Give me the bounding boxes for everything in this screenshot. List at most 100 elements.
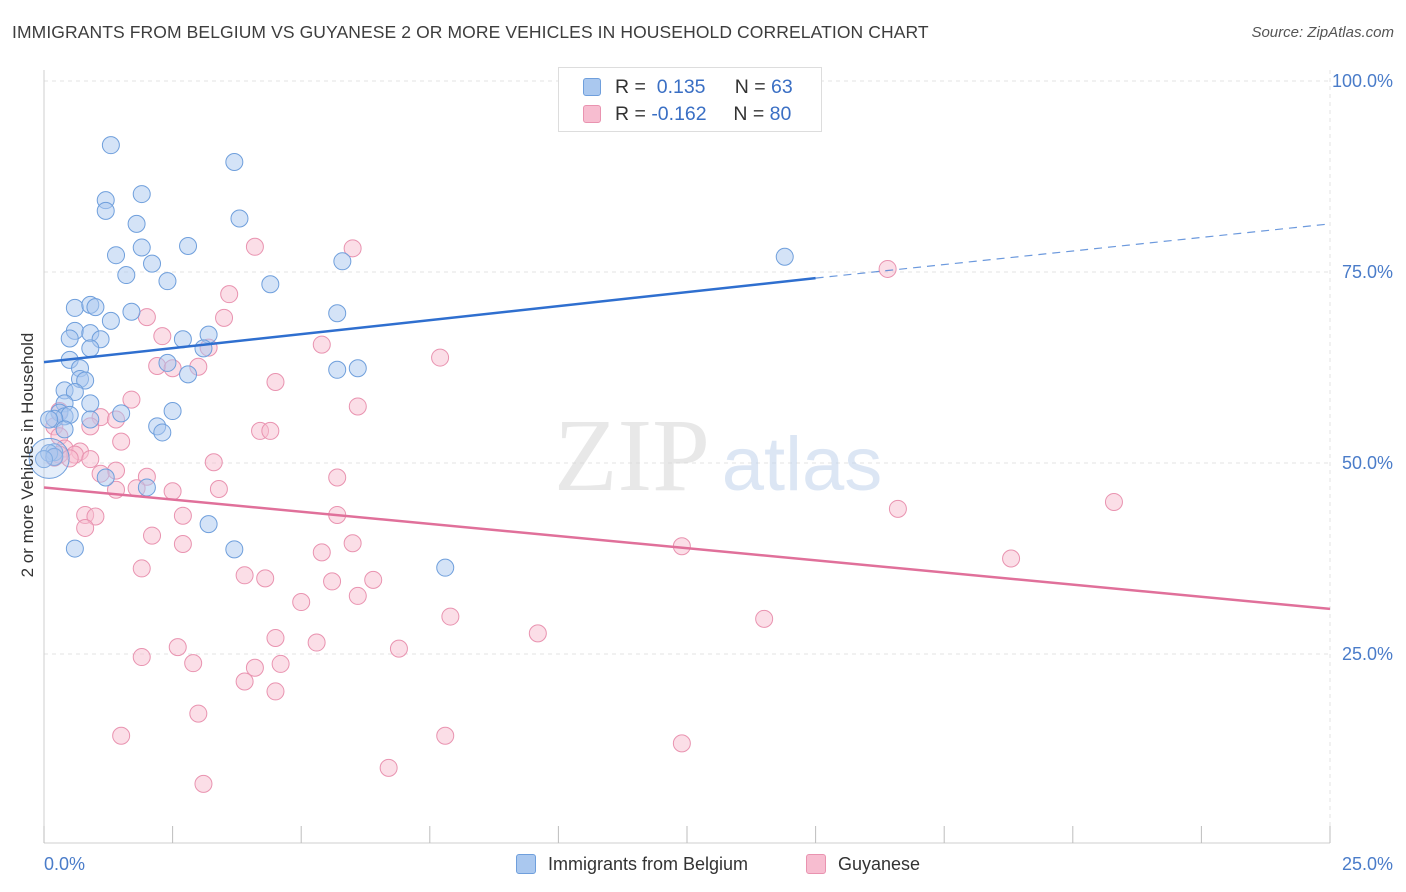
belgium-point [179,365,198,384]
belgium-point [132,185,151,204]
guyanese-point [379,758,398,777]
belgium-point [127,214,146,233]
guyanese-point [112,432,131,451]
belgium-point [333,252,352,271]
belgium-point [65,298,84,317]
guyanese-point [245,237,264,256]
watermark: ZIP atlas [554,398,882,513]
y-tick-label: 100.0% [1332,71,1393,91]
guyanese-point [235,672,254,691]
belgium-point [55,420,74,439]
belgium-point [328,304,347,323]
guyanese-point [436,726,455,745]
belgium-point [143,254,162,273]
belgium-point [101,136,120,155]
guyanese-point [194,774,213,793]
guyanese-point [86,507,105,526]
guyanese-point [266,628,285,647]
guyanese-point [431,348,450,367]
legend-r-value-belgium: 0.135 [656,75,706,98]
belgium-point [775,247,794,266]
belgium-point [76,371,95,390]
bottom-legend-guyanese: Guyanese [806,852,920,876]
guyanese-point [323,572,342,591]
belgium-point [163,402,182,421]
guyanese-point [1002,549,1021,568]
guyanese-point [153,327,172,346]
chart-title: IMMIGRANTS FROM BELGIUM VS GUYANESE 2 OR… [12,22,929,42]
guyanese-point [215,308,234,327]
guyanese-point [1104,492,1123,511]
legend-r-label: R = [615,102,646,125]
guyanese-point [173,534,192,553]
y-tick-label: 50.0% [1342,453,1393,473]
guyanese-point [307,633,326,652]
guyanese-point [137,308,156,327]
belgium-point [65,382,84,401]
belgium-point [96,201,115,220]
guyanese-point [132,559,151,578]
legend-n-label: N = [733,102,765,125]
legend-n-label: N = [734,75,766,98]
belgium-point [96,468,115,487]
guyanese-point [112,726,131,745]
belgium-point [60,329,79,348]
guyanese-point [220,285,239,304]
series-guyanese [45,237,1123,793]
trend-line-guyanese [43,486,1331,611]
guyanese-point [441,607,460,626]
guyanese-point [312,543,331,562]
guyanese-point [261,421,280,440]
belgium-point [194,339,213,358]
tick-labels: 25.0% 50.0% 75.0% 100.0% 0.0% 25.0% [44,71,1393,874]
belgium-point [158,353,177,372]
belgium-point [112,404,131,423]
belgium-point [107,246,126,265]
guyanese-point [343,534,362,553]
trend-line-belgium [43,276,816,364]
belgium-point [199,515,218,534]
belgium-point [40,410,59,429]
guyanese-point [122,390,141,409]
belgium-point [117,266,136,285]
legend-r-value-guyanese: -0.162 [651,102,707,125]
guyanese-point [266,373,285,392]
guyanese-point [132,648,151,667]
x-tick-label: 25.0% [1342,854,1393,874]
chart-source: Source: ZipAtlas.com [1251,24,1394,41]
guyanese-point [271,654,290,673]
x-tick-label: 0.0% [44,854,85,874]
guyanese-point [76,518,95,537]
legend-swatch-belgium [583,78,601,96]
legend-row-belgium: R = 0.135 N = 63 [583,76,793,98]
legend-row-guyanese: R = -0.162 N = 80 [583,103,791,125]
bottom-legend-belgium: Immigrants from Belgium [516,852,748,876]
belgium-point [225,152,244,171]
belgium-point [137,478,156,497]
guyanese-point [245,658,264,677]
belgium-point [328,360,347,379]
guyanese-point [235,566,254,585]
guyanese-point [389,639,408,658]
watermark-zip: ZIP [554,398,710,513]
belgium-point [348,359,367,378]
bottom-legend-label-guyanese: Guyanese [838,853,921,874]
belgium-point [158,272,177,291]
belgium-point [132,238,151,257]
bottom-legend-swatch-belgium [516,854,536,874]
guyanese-point [81,450,100,469]
legend-r-label: R = [615,75,646,98]
guyanese-point [364,570,383,589]
guyanese-point [672,734,691,753]
guyanese-point [292,593,311,612]
bottom-legend-label-belgium: Immigrants from Belgium [548,853,749,874]
guyanese-point [878,259,897,278]
belgium-point [122,302,141,321]
y-tick-label: 25.0% [1342,644,1393,664]
guyanese-point [755,609,774,628]
guyanese-point [143,526,162,545]
belgium-point [81,394,100,413]
y-axis-label: 2 or more Vehicles in Household [18,332,37,578]
guyanese-point [204,453,223,472]
